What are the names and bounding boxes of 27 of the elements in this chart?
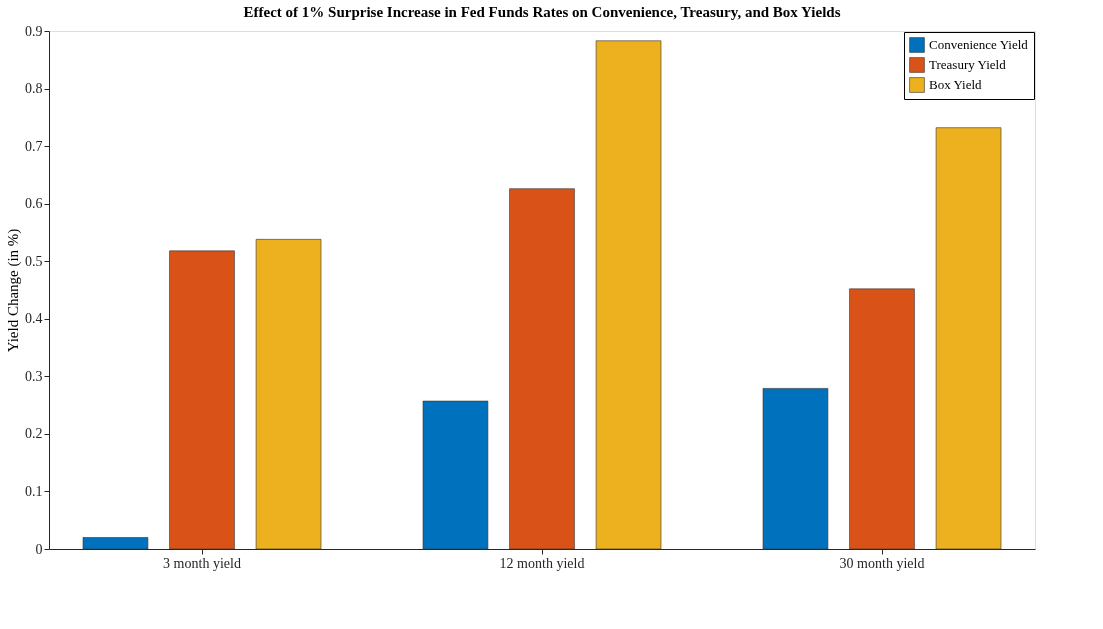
bar [422,400,489,550]
x-tick-label: 3 month yield [163,555,241,571]
chart-title: Effect of 1% Surprise Increase in Fed Funds Rates on Convenience, Treasury, and Box Yields [243,4,841,20]
y-tick-label: 0.1 [25,483,43,499]
legend-label: Treasury Yield [929,57,1007,72]
bar [509,188,575,550]
legend-label: Convenience Yield [929,37,1029,52]
y-tick-label: 0.2 [25,426,43,442]
bar [255,239,322,550]
bar [935,127,1002,550]
x-tick-label: 30 month yield [839,555,925,571]
y-tick-label: 0.3 [25,368,43,384]
y-tick-label: 0.5 [25,253,43,269]
y-tick-label: 0.9 [25,23,43,39]
x-tick-label: 12 month yield [499,555,585,571]
y-tick-label: 0.7 [25,138,43,154]
bar [762,388,829,550]
y-tick-label: 0.6 [25,196,43,212]
y-tick-label: 0.8 [25,81,43,97]
bar [849,288,915,550]
y-axis-title: Yield Change (in %) [5,228,22,353]
bar [595,40,662,550]
y-tick-label: 0 [35,541,43,557]
bar [82,537,149,550]
y-tick-label: 0.4 [25,311,43,327]
bar [169,250,235,550]
legend-label: Box Yield [929,77,983,92]
